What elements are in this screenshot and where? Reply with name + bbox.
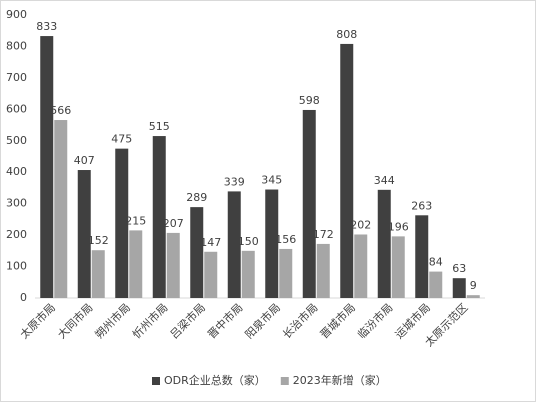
legend-label: ODR企业总数（家） (164, 373, 266, 387)
data-label: 339 (224, 175, 245, 188)
bar (377, 189, 391, 298)
legend-label: 2023年新增（家） (293, 373, 387, 387)
legend-swatch (152, 377, 160, 385)
data-label: 407 (74, 154, 95, 167)
bar (129, 230, 143, 298)
data-label: 196 (388, 220, 409, 233)
bar (115, 148, 129, 298)
bar (466, 295, 480, 298)
bar (227, 191, 241, 298)
data-label: 598 (299, 94, 320, 107)
bar (241, 250, 255, 298)
data-label: 566 (50, 104, 71, 117)
bar (415, 215, 429, 298)
data-label: 263 (411, 199, 432, 212)
bar (302, 109, 316, 298)
bar (316, 243, 330, 298)
data-label: 150 (238, 235, 259, 248)
bar (452, 278, 466, 298)
bar (429, 271, 443, 298)
y-tick-label: 300 (6, 197, 27, 210)
data-label: 172 (313, 228, 334, 241)
data-label: 475 (111, 133, 132, 146)
bar (391, 236, 405, 298)
bar (54, 120, 68, 298)
bar (354, 234, 368, 298)
data-label: 207 (163, 217, 184, 230)
bar (190, 207, 204, 298)
bar (279, 248, 293, 298)
bar (40, 36, 54, 298)
y-tick-label: 500 (6, 134, 27, 147)
data-label: 156 (275, 233, 296, 246)
bar (91, 250, 105, 298)
data-label: 344 (374, 174, 395, 187)
y-tick-label: 100 (6, 260, 27, 273)
data-label: 833 (36, 20, 57, 33)
data-label: 84 (429, 256, 443, 269)
bar (166, 232, 180, 298)
y-tick-label: 400 (6, 165, 27, 178)
data-label: 9 (470, 279, 477, 292)
data-label: 147 (200, 236, 221, 249)
bar (265, 189, 279, 298)
data-label: 515 (149, 120, 170, 133)
data-label: 289 (186, 191, 207, 204)
bar (152, 136, 166, 298)
data-label: 202 (350, 218, 371, 231)
data-label: 152 (88, 234, 109, 247)
y-tick-label: 200 (6, 228, 27, 241)
bar (77, 170, 91, 298)
bar (204, 251, 218, 298)
y-tick-label: 900 (6, 8, 27, 21)
y-tick-label: 800 (6, 39, 27, 52)
bar (340, 43, 354, 298)
data-label: 808 (336, 28, 357, 41)
data-label: 345 (261, 174, 282, 187)
y-tick-label: 700 (6, 71, 27, 84)
data-label: 63 (452, 262, 466, 275)
data-label: 215 (125, 214, 146, 227)
y-tick-label: 600 (6, 102, 27, 115)
legend-swatch (280, 377, 289, 385)
y-tick-label: 0 (20, 291, 27, 304)
